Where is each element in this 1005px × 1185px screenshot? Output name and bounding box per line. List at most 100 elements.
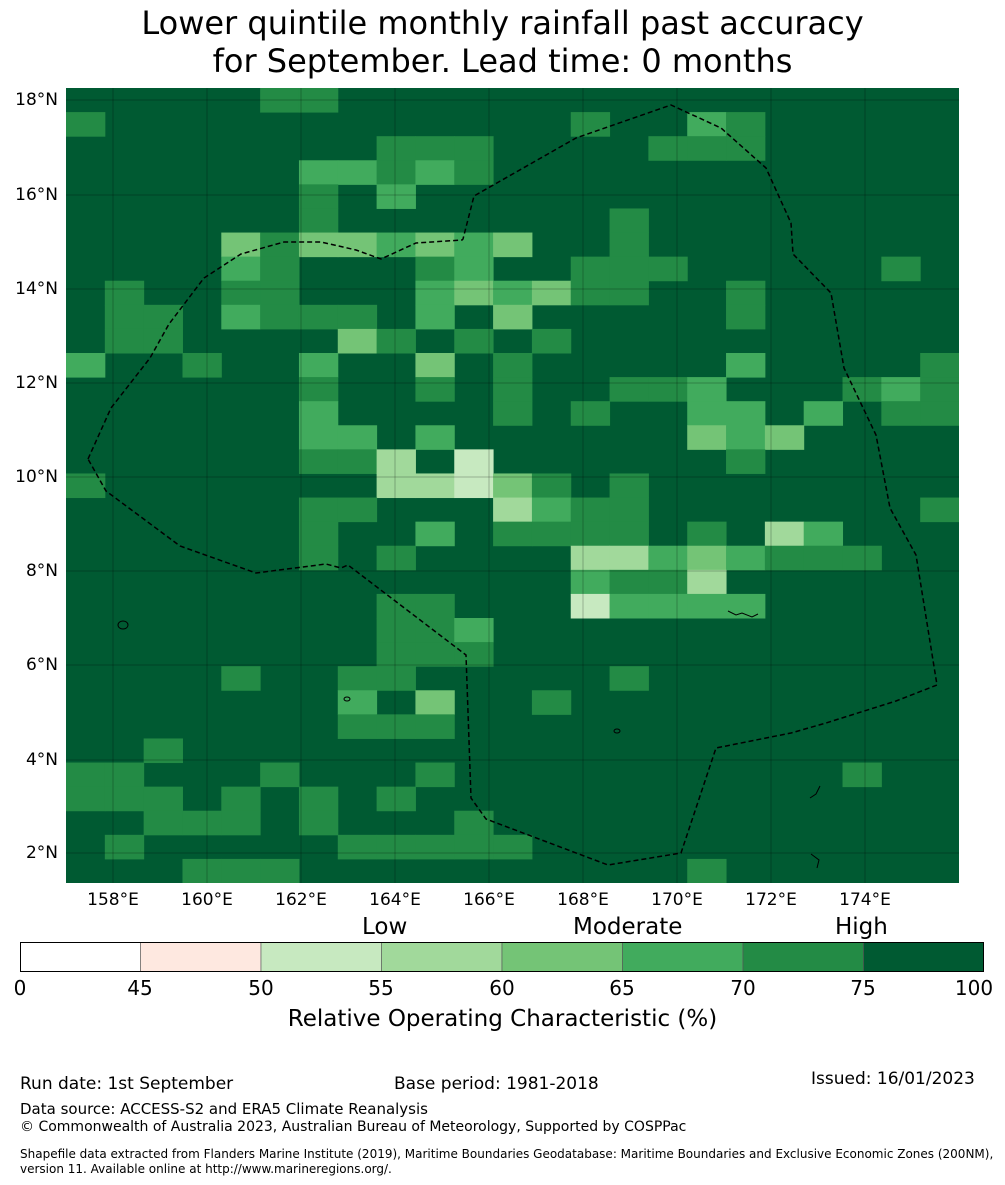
map-cell: [648, 377, 688, 402]
map-cell: [454, 256, 494, 282]
map-cell: [726, 545, 766, 571]
map-cell: [570, 521, 611, 547]
map-cell: [415, 714, 455, 739]
map-cell: [648, 569, 688, 595]
map-cell: [570, 256, 611, 282]
lon-label: 162°E: [275, 890, 327, 910]
map-cell: [66, 353, 106, 378]
colorbar-tick: 100: [954, 976, 994, 1000]
copyright: © Commonwealth of Australia 2023, Austra…: [20, 1119, 687, 1135]
map-cell: [104, 328, 145, 354]
lon-label: 170°E: [651, 890, 703, 910]
map-cell: [415, 232, 455, 258]
map-cell: [66, 112, 106, 137]
colorbar-tick: 50: [248, 976, 274, 1000]
map-cell: [454, 834, 494, 860]
map-cell: [221, 810, 261, 836]
map-cell: [221, 232, 261, 258]
colorbar-segment: [260, 942, 382, 972]
map-cell: [376, 642, 416, 667]
map-cell: [182, 353, 222, 378]
map-cell: [182, 858, 222, 883]
map-cell: [337, 449, 378, 474]
map-cell: [493, 521, 533, 547]
lat-label: 16°N: [15, 185, 58, 205]
map-cell: [764, 545, 805, 571]
map-cell: [143, 786, 183, 812]
map-cell: [415, 521, 455, 547]
map-cell: [531, 497, 572, 523]
lat-label: 2°N: [25, 843, 58, 863]
map-cell: [648, 256, 688, 282]
map-cell: [493, 353, 533, 378]
base-period: Base period: 1981-2018: [394, 1074, 599, 1094]
map-cell: [454, 328, 494, 354]
map-cell: [881, 377, 921, 402]
map-cell: [531, 473, 572, 499]
map-cell: [337, 690, 378, 715]
map-cell: [376, 160, 416, 185]
map-cell: [609, 497, 649, 523]
map-cell: [881, 401, 921, 426]
map-cell: [609, 593, 649, 619]
rainfall-accuracy-map: [66, 88, 959, 883]
title-line-1: Lower quintile monthly rainfall past acc…: [141, 4, 864, 42]
map-cell: [415, 256, 455, 282]
map-cell: [609, 666, 649, 691]
colorbar-segment: [501, 942, 623, 972]
map-cell: [376, 593, 416, 619]
map-gridlines: [66, 88, 959, 883]
map-cell: [726, 304, 766, 330]
colorbar-tick: 75: [850, 976, 876, 1000]
map-cell: [66, 762, 106, 788]
map-cell: [609, 473, 649, 499]
map-cell: [803, 545, 844, 571]
map-cell: [104, 762, 145, 788]
map-cell: [376, 618, 416, 643]
map-cell: [570, 569, 611, 595]
map-cell: [415, 280, 455, 306]
colorbar-tick: 45: [127, 976, 153, 1000]
map-cell: [337, 714, 378, 739]
map-cell: [687, 136, 727, 161]
map-cell: [376, 184, 416, 209]
category-high: High: [835, 914, 888, 940]
map-cell: [260, 256, 300, 282]
map-cell: [493, 232, 533, 258]
map-cell: [803, 401, 844, 426]
map-cell: [454, 642, 494, 667]
map-cell: [609, 377, 649, 402]
map-cell: [415, 690, 455, 715]
map-cell: [337, 328, 378, 354]
lat-label: 14°N: [15, 279, 58, 299]
map-cell: [298, 160, 339, 185]
map-cell: [221, 666, 261, 691]
map-cell: [687, 377, 727, 402]
map-cell: [415, 304, 455, 330]
map-cell: [415, 762, 455, 788]
map-cell: [260, 88, 300, 113]
map-cell: [726, 280, 766, 306]
map-cell: [376, 328, 416, 354]
map-cell: [726, 353, 766, 378]
map-cell: [803, 521, 844, 547]
map-cell: [415, 834, 455, 860]
map-cell: [609, 232, 649, 258]
map-cell: [531, 521, 572, 547]
map-cell: [842, 545, 882, 571]
shapefile-credit-line-1: Shapefile data extracted from Flanders M…: [20, 1147, 994, 1161]
map-cell: [609, 208, 649, 234]
map-cell: [415, 642, 455, 667]
map-cell: [298, 88, 339, 113]
map-cell: [337, 160, 378, 185]
map-cell: [609, 569, 649, 595]
map-cell: [298, 208, 339, 234]
map-cell: [376, 136, 416, 161]
map-cell: [648, 593, 688, 619]
map-cell: [182, 810, 222, 836]
map-cell: [726, 401, 766, 426]
map-cell: [143, 304, 183, 330]
map-cell: [221, 786, 261, 812]
colorbar: [20, 942, 984, 972]
colorbar-tick: 70: [730, 976, 756, 1000]
